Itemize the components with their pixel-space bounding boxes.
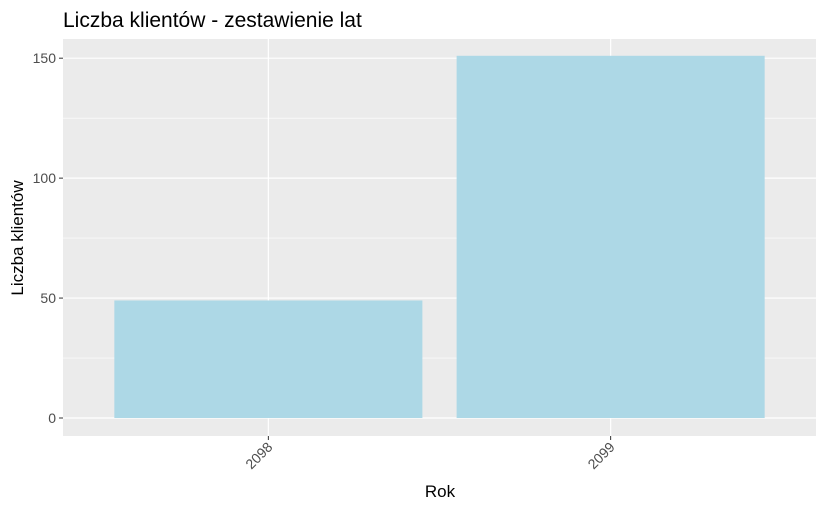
chart-title: Liczba klientów - zestawienie lat	[63, 9, 362, 32]
bar-2099	[456, 55, 765, 419]
bars	[114, 55, 765, 419]
x-axis-ticks: 2098 2099	[242, 436, 618, 472]
y-tick-label-50: 50	[40, 290, 56, 306]
y-tick-label-150: 150	[33, 50, 57, 66]
y-axis-ticks: 0 50 100 150	[33, 50, 63, 426]
x-axis-title: Rok	[425, 482, 456, 501]
x-tick-label-2098: 2098	[242, 439, 275, 472]
y-tick-label-100: 100	[33, 170, 57, 186]
x-tick-label-2099: 2099	[584, 439, 617, 472]
bar-2098	[114, 300, 423, 419]
y-axis-title: Liczba klientów	[8, 180, 27, 296]
y-tick-label-0: 0	[48, 410, 56, 426]
